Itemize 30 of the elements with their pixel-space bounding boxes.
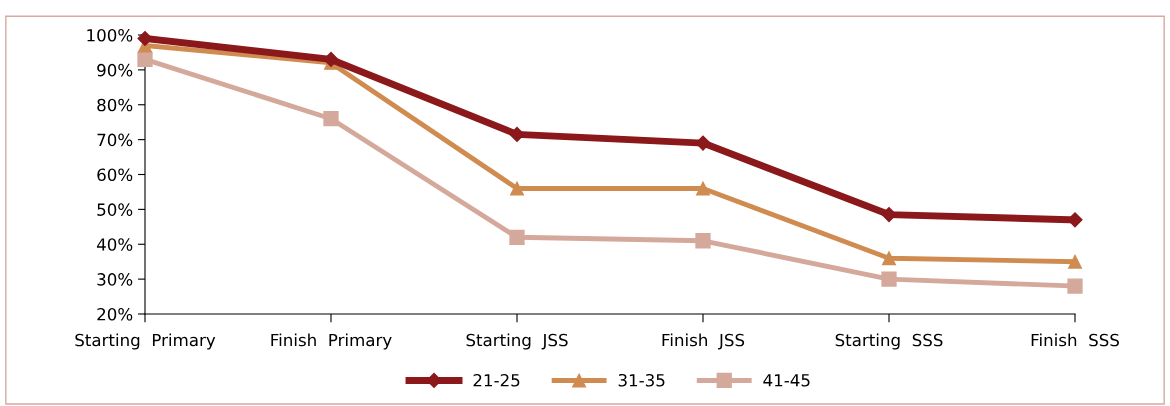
point [137, 51, 153, 68]
x-tick-label: Finish SSS [1031, 333, 1119, 347]
y-tick-label: 100% [87, 28, 133, 42]
point [137, 30, 153, 47]
y-tick-label: 20% [97, 307, 133, 321]
y-tick-label: 90% [97, 63, 133, 77]
point [696, 181, 710, 196]
point [881, 207, 897, 223]
y-tick-label: 40% [96, 238, 133, 251]
point [323, 111, 339, 127]
x-tick-label: Finish JSS [662, 333, 745, 350]
point [510, 181, 524, 196]
point [695, 233, 711, 249]
y-tick-label: 60% [97, 168, 133, 182]
legend-label: 41-45 [763, 374, 810, 387]
x-tick-label: Starting SSS [835, 333, 943, 350]
y-tick-label: 30% [97, 273, 133, 286]
y-tick-label: 80% [97, 98, 133, 112]
point [881, 271, 897, 287]
legend-label: 21-25 [473, 373, 520, 387]
y-tick-label: 70% [97, 133, 133, 147]
y-tick-label: 50% [97, 203, 133, 216]
point [882, 251, 896, 266]
x-tick-label: Finish Primary [271, 333, 392, 350]
point [1068, 254, 1082, 269]
point [509, 229, 525, 245]
legend-label: 31-35 [618, 373, 665, 387]
point [1067, 278, 1083, 294]
x-tick-label: Starting JSS [466, 333, 568, 350]
x-tick-label: Starting Primary [75, 333, 216, 350]
